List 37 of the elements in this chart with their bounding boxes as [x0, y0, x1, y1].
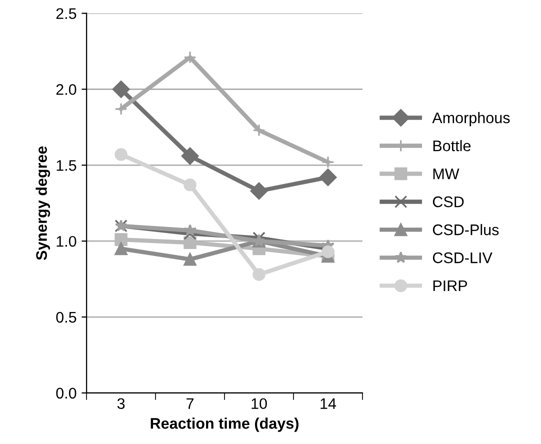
- point: [114, 242, 128, 256]
- point: [184, 178, 196, 192]
- x-tick-label: 7: [186, 398, 194, 409]
- point: [252, 268, 266, 281]
- legend-label: PIRP: [433, 280, 468, 292]
- legend-label: CSD-Plus: [432, 224, 499, 236]
- legend-label: Bottle: [433, 140, 471, 152]
- point: [184, 50, 196, 64]
- y-tick-label: 1.0: [56, 236, 76, 247]
- point: [252, 124, 266, 137]
- point: [184, 252, 196, 266]
- legend-label: CSD-LIV: [432, 252, 492, 264]
- legend-label: MW: [433, 168, 460, 180]
- point: [319, 168, 337, 186]
- x-tick-label: 10: [252, 398, 267, 410]
- legend-label: Amorphous: [432, 112, 510, 126]
- y-tick-label: 2.0: [56, 84, 76, 95]
- y-tick-label: 2.5: [56, 8, 76, 20]
- point: [184, 236, 196, 249]
- x-axis-title: Reaction time (days): [150, 418, 298, 432]
- point: [114, 233, 128, 246]
- point: [181, 147, 199, 165]
- point: [184, 224, 196, 236]
- point: [322, 245, 334, 258]
- y-tick-label: 0.0: [56, 388, 76, 399]
- point: [184, 227, 196, 240]
- legend-label: CSD: [432, 196, 464, 208]
- y-axis-title: Synergy degree: [36, 146, 50, 260]
- x-tick-label: 3: [117, 398, 125, 410]
- y-tick-label: 1.5: [56, 160, 76, 171]
- point: [114, 148, 128, 161]
- y-tick-label: 0.5: [56, 312, 76, 323]
- point: [112, 80, 130, 98]
- point: [114, 102, 128, 116]
- point: [250, 182, 268, 200]
- x-tick-label: 14: [320, 398, 336, 409]
- point: [322, 156, 334, 169]
